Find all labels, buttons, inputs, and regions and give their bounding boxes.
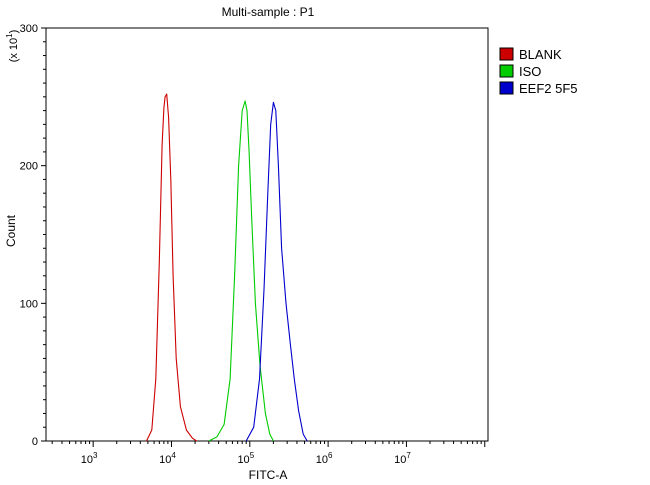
x-axis: 103 104 105 106 107 [51, 441, 486, 466]
y-tick-label: 0 [32, 436, 38, 448]
legend-swatch [499, 47, 514, 61]
series-line-3 [245, 101, 308, 442]
y-tick-label: 100 [20, 298, 38, 310]
x-tick-label: 104 [159, 451, 176, 466]
y-axis-multiplier: (x 101) [5, 30, 20, 63]
y-axis-title: Count [4, 214, 18, 247]
legend: BLANK ISO EEF2 5F5 [499, 47, 578, 96]
x-tick-label: 106 [316, 451, 333, 466]
x-tick-label: 107 [394, 451, 411, 466]
y-tick-label: 300 [20, 23, 38, 35]
series-line-1 [146, 93, 198, 442]
legend-label: BLANK [519, 47, 562, 62]
legend-swatch [499, 81, 514, 95]
y-tick-label: 200 [20, 161, 38, 173]
legend-label: ISO [519, 64, 541, 79]
y-axis-multiplier-label: (x 101) [5, 30, 20, 63]
legend-label: EEF2 5F5 [519, 81, 578, 96]
legend-swatch [499, 64, 514, 78]
x-tick-label: 105 [237, 451, 254, 466]
y-axis: 0 100 200 300 [20, 23, 46, 448]
x-axis-title: FITC-A [249, 468, 288, 482]
x-tick-label: 103 [81, 451, 98, 466]
series-line-2 [208, 100, 274, 442]
series-lines [146, 93, 308, 442]
chart-title: Multi-sample : P1 [222, 5, 315, 19]
plot-area-frame [45, 27, 489, 442]
